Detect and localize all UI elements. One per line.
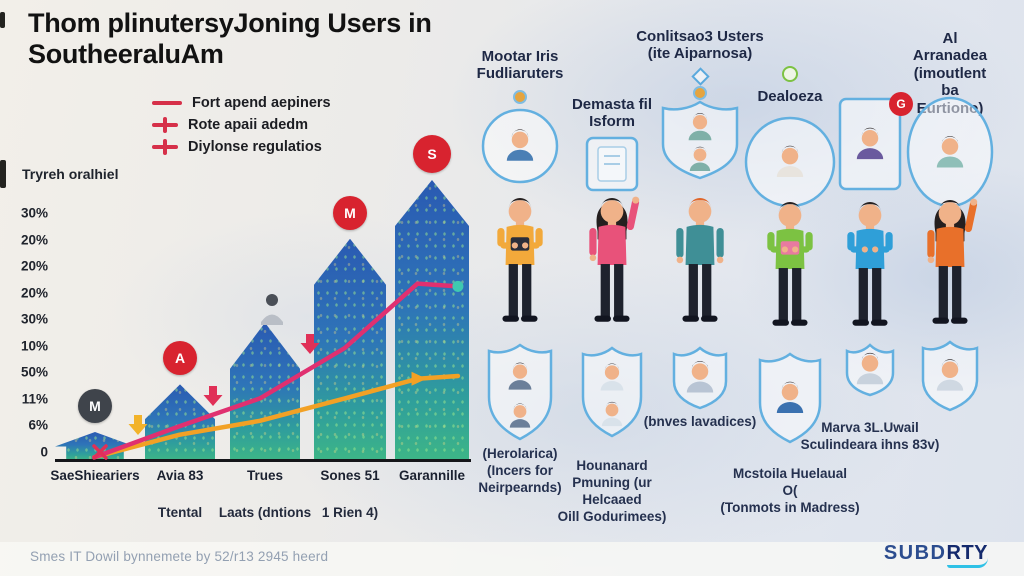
top-frame [660,100,740,185]
column-caption: Mcstoila Huelaual O( (Tonmots in Madress… [720,466,860,515]
legend-item: Rote apaii adedm [152,114,331,136]
legend-plus-marker [152,139,178,155]
person-icon [266,294,278,306]
x-category-sublabel: Ttental [157,505,203,520]
person-icon-body [261,314,283,325]
column-header: Mootar Iris Fudliaruters [476,48,564,83]
y-tick-label: 20% [20,232,48,248]
legend-item: Fort apend aepiners [152,92,331,114]
y-tick-label: 20% [20,285,48,301]
dot-icon [693,86,707,100]
top-frame [744,116,836,213]
y-tick-label: 30% [20,205,48,221]
legend-label: Fort apend aepiners [192,95,331,111]
y-tick-label: 20% [20,258,48,274]
bar-badge: M [78,389,112,423]
y-tick-label: 50% [20,364,48,380]
bottom-frame [844,343,896,402]
legend-item: Diylonse regulatios [152,136,331,158]
ornament-icon [690,67,710,100]
y-tick-label: 30% [20,311,48,327]
person-figure [579,196,645,335]
arrow-bar [55,432,135,460]
column-header: Dealoeza [757,88,823,105]
x-category-sublabel: Laats (dntions [218,505,312,520]
legend-plus-marker [152,117,178,133]
person-figure [667,196,733,335]
top-frame: G [837,92,913,197]
legend-line-marker [152,101,182,105]
ornament-icon [513,90,527,104]
column-caption: Marva 3L.Uwail Sculindeara ihns 83v) [800,420,940,452]
dot-icon [513,90,527,104]
footer-band [0,542,1024,576]
edge-smudge [0,160,6,188]
y-axis-label: Tryreh oralhiel [22,166,119,182]
brand-logo-suffix: RTY [946,542,988,568]
x-category-sublabel: 1 Rien 4) [321,505,379,520]
page-title: Thom plinutersyJoning Users in Southeera… [28,8,432,69]
column-caption: (bnves lavadices) [643,414,757,429]
x-category-label: Avia 83 [156,468,204,483]
column-caption: (Herolarica) (Incers for Neirpearnds) [478,446,562,495]
frame-badge: G [889,92,913,116]
bar-badge: S [413,135,451,173]
arrow-bar [230,322,300,460]
bottom-frame [580,346,644,443]
person-figure [757,200,823,339]
ornament-icon [782,66,798,82]
brand-logo-prefix: SUBD [883,542,947,564]
chart-legend: Fort apend aepiners Rote apaii adedm Diylo… [152,92,331,158]
column-caption: Hounanard Pmuning (ur Helcaaed Oill Godu… [557,458,667,524]
arrow-bar [145,384,215,460]
green-circle-icon [782,66,798,82]
top-frame [584,135,640,198]
edge-smudge [0,12,5,28]
diamond-icon [690,67,710,86]
bottom-frame [486,343,554,446]
bottom-frame [671,346,729,415]
x-axis-line [55,459,471,462]
x-category-label: SaeShieariers [50,468,140,483]
bar-badge: A [163,341,197,376]
down-arrow-icon [203,386,223,406]
bar-badge: M [333,195,367,230]
x-category-label: Garannille [398,468,466,483]
top-frame [906,96,994,213]
legend-label: Rote apaii adedm [188,117,309,133]
arrow-bar [314,238,386,460]
source-note: Smes IT Dowil bynnemete by 52/r13 2945 h… [30,549,329,564]
down-arrow-icon [128,415,148,435]
person-figure [837,200,903,339]
legend-label: Diylonse regulatios [188,139,322,155]
arrow-bar [395,180,469,460]
brand-logo: SUBDRTY [883,542,988,568]
person-figure [487,196,553,335]
y-tick-label: 11% [21,391,48,407]
y-tick-label: 6% [28,417,48,433]
column-header: Demasta fil Isform [571,96,653,131]
x-category-label: Sones 51 [320,468,380,483]
x-category-label: Trues [246,468,284,483]
person-figure [917,198,983,337]
bottom-frame [920,340,980,417]
y-tick-label: 0 [40,444,48,460]
column-header: Conlitsao3 Usters (ite Aiparnosa) [636,28,764,63]
top-frame [481,108,559,189]
y-tick-label: 10% [20,338,48,354]
bottom-frame [757,352,823,449]
